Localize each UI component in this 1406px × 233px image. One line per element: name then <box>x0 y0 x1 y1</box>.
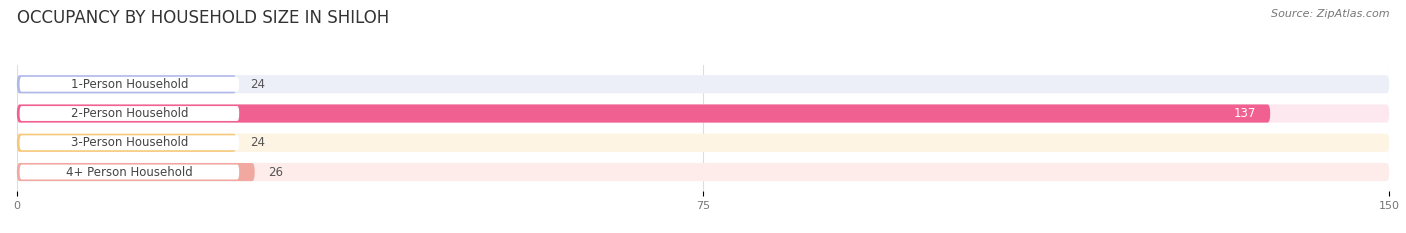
FancyBboxPatch shape <box>20 106 239 121</box>
FancyBboxPatch shape <box>17 104 1389 123</box>
Text: 1-Person Household: 1-Person Household <box>70 78 188 91</box>
FancyBboxPatch shape <box>20 135 239 150</box>
FancyBboxPatch shape <box>17 163 254 181</box>
Text: OCCUPANCY BY HOUSEHOLD SIZE IN SHILOH: OCCUPANCY BY HOUSEHOLD SIZE IN SHILOH <box>17 9 389 27</box>
FancyBboxPatch shape <box>17 134 1389 152</box>
Text: 4+ Person Household: 4+ Person Household <box>66 165 193 178</box>
FancyBboxPatch shape <box>17 134 236 152</box>
FancyBboxPatch shape <box>20 77 239 92</box>
FancyBboxPatch shape <box>17 75 236 93</box>
FancyBboxPatch shape <box>17 163 1389 181</box>
FancyBboxPatch shape <box>17 104 1270 123</box>
Text: 137: 137 <box>1234 107 1257 120</box>
Text: 24: 24 <box>250 78 266 91</box>
Text: 26: 26 <box>269 165 284 178</box>
Text: 3-Person Household: 3-Person Household <box>70 136 188 149</box>
FancyBboxPatch shape <box>20 164 239 179</box>
Text: Source: ZipAtlas.com: Source: ZipAtlas.com <box>1271 9 1389 19</box>
Text: 24: 24 <box>250 136 266 149</box>
Text: 2-Person Household: 2-Person Household <box>70 107 188 120</box>
FancyBboxPatch shape <box>17 75 1389 93</box>
